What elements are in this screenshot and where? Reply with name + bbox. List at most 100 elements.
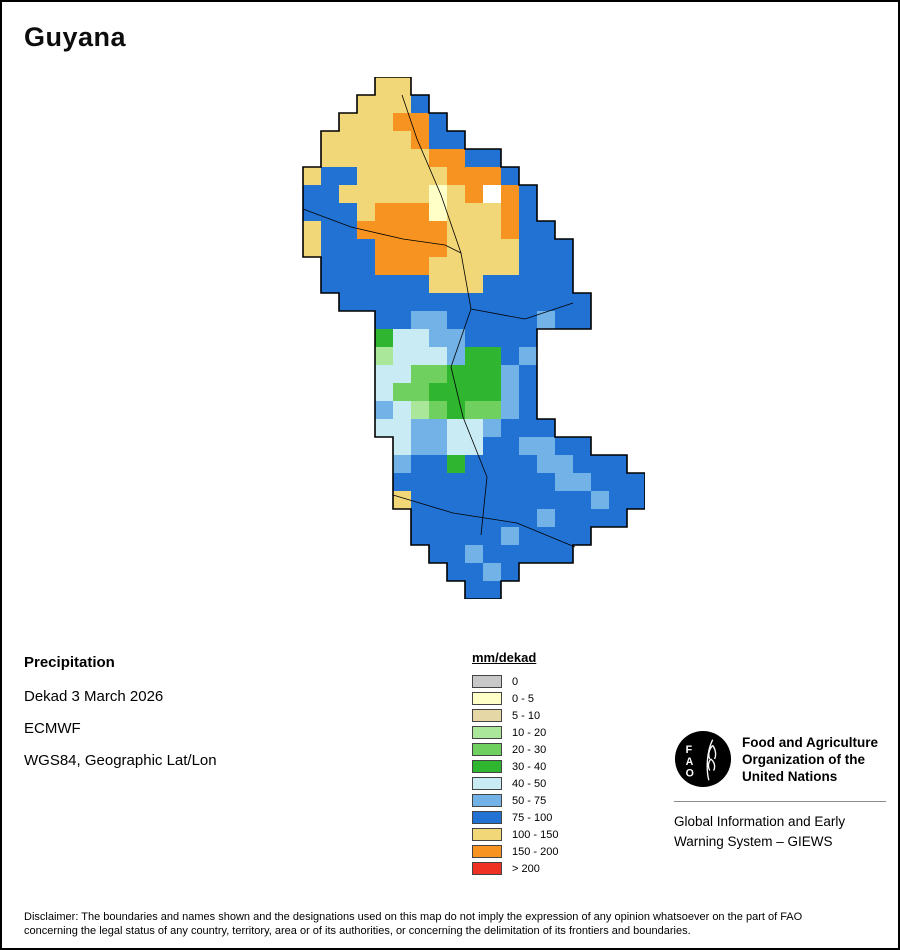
- fao-block: F A O Food and Agriculture Organization …: [674, 730, 886, 852]
- map-cell: [483, 365, 501, 383]
- map-cell: [447, 437, 465, 455]
- legend-color-swatch: [472, 777, 502, 790]
- map-cell: [465, 275, 483, 293]
- map-cell: [447, 131, 465, 149]
- map-cell: [519, 293, 537, 311]
- map-cell: [375, 401, 393, 419]
- giews-caption-line: Warning System – GIEWS: [674, 834, 833, 849]
- legend-entry: 0 - 5: [472, 690, 558, 707]
- map-cell: [483, 509, 501, 527]
- legend-label: 150 - 200: [512, 845, 559, 858]
- map-cell: [447, 473, 465, 491]
- map-cell: [447, 275, 465, 293]
- map-cell: [501, 455, 519, 473]
- map-cell: [627, 491, 645, 509]
- map-cell: [411, 185, 429, 203]
- map-cell: [573, 509, 591, 527]
- map-cell: [411, 149, 429, 167]
- map-cell: [447, 401, 465, 419]
- legend-label: 75 - 100: [512, 811, 553, 824]
- map-cell: [483, 347, 501, 365]
- map-cell: [393, 275, 411, 293]
- info-dekad: Dekad 3 March 2026: [24, 688, 164, 705]
- map-cell: [465, 257, 483, 275]
- map-cell: [429, 545, 447, 563]
- legend-entry: 30 - 40: [472, 758, 558, 775]
- map-cell: [501, 563, 519, 581]
- map-cell: [501, 185, 519, 203]
- map-cell: [393, 77, 411, 95]
- map-cell: [411, 257, 429, 275]
- map-cell: [339, 203, 357, 221]
- map-cell: [429, 509, 447, 527]
- map-cell: [411, 455, 429, 473]
- map-cell: [537, 419, 555, 437]
- map-cell: [447, 149, 465, 167]
- map-cell: [429, 527, 447, 545]
- legend-title: mm/dekad: [472, 650, 537, 665]
- map-cell: [465, 185, 483, 203]
- map-cell: [501, 203, 519, 221]
- map-cell: [483, 473, 501, 491]
- map-cell: [537, 473, 555, 491]
- map-cell: [357, 131, 375, 149]
- map-cell: [555, 527, 573, 545]
- map-cell: [447, 203, 465, 221]
- map-cell: [411, 347, 429, 365]
- legend-label: > 200: [512, 862, 540, 875]
- map-cell: [357, 293, 375, 311]
- map-cell: [465, 365, 483, 383]
- map-cell: [447, 365, 465, 383]
- map-cell: [429, 419, 447, 437]
- map-cell: [447, 347, 465, 365]
- map-cell: [555, 311, 573, 329]
- map-cell: [483, 185, 501, 203]
- map-info-block: Precipitation Dekad 3 March 2026 ECMWF W…: [24, 654, 217, 784]
- map-cell: [465, 581, 483, 599]
- map-cell: [465, 491, 483, 509]
- map-cell: [447, 563, 465, 581]
- disclaimer: Disclaimer: The boundaries and names sho…: [24, 910, 882, 938]
- map-cell: [303, 185, 321, 203]
- map-cell: [375, 383, 393, 401]
- map-cell: [609, 509, 627, 527]
- map-cell: [321, 203, 339, 221]
- map-cell: [501, 437, 519, 455]
- map-cell: [375, 347, 393, 365]
- map-cell: [465, 527, 483, 545]
- map-cell: [501, 473, 519, 491]
- map-cell: [393, 167, 411, 185]
- map-cell: [501, 401, 519, 419]
- map-cell: [321, 257, 339, 275]
- map-cell: [501, 257, 519, 275]
- legend-color-swatch: [472, 675, 502, 688]
- map-cell: [609, 491, 627, 509]
- map-cell: [483, 293, 501, 311]
- map-cell: [321, 167, 339, 185]
- map-cell: [519, 491, 537, 509]
- map-cell: [447, 311, 465, 329]
- fao-logo-letter: O: [686, 767, 694, 779]
- map-cell: [519, 221, 537, 239]
- fao-logo-letter: F: [686, 744, 693, 756]
- map-cell: [321, 239, 339, 257]
- map-cell: [573, 455, 591, 473]
- map-cell: [393, 203, 411, 221]
- map-cell: [393, 401, 411, 419]
- map-cell: [447, 221, 465, 239]
- map-cell: [609, 473, 627, 491]
- page-title: Guyana: [24, 22, 127, 52]
- map-cell: [393, 221, 411, 239]
- map-cell: [411, 293, 429, 311]
- map-cell: [537, 311, 555, 329]
- map-cell: [555, 239, 573, 257]
- guyana-map: [285, 77, 645, 599]
- map-cell: [375, 257, 393, 275]
- wheat-ear-icon: [706, 739, 717, 781]
- map-cell: [393, 365, 411, 383]
- map-cell: [555, 545, 573, 563]
- info-heading: Precipitation: [24, 654, 115, 671]
- map-cell: [519, 365, 537, 383]
- map-cell: [519, 527, 537, 545]
- map-cell: [447, 419, 465, 437]
